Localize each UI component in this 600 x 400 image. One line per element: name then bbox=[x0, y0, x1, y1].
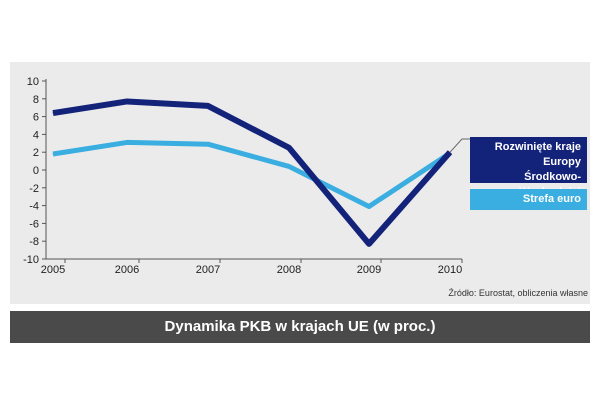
data-point bbox=[207, 143, 209, 145]
x-tick-label: 2008 bbox=[277, 264, 301, 276]
x-tick-label: 2006 bbox=[115, 264, 139, 276]
y-tick-label: 0 bbox=[33, 165, 39, 177]
chart-panel: 10 8 6 4 2 0 -2 -4 -6 -8 -10 2005 2006 2007 2008 2009 20… bbox=[10, 62, 590, 304]
data-point bbox=[126, 141, 128, 143]
y-tick-label: 4 bbox=[33, 129, 39, 141]
x-tick-label: 2010 bbox=[438, 264, 462, 276]
y-tick-label: 6 bbox=[33, 112, 39, 124]
series-line-2 bbox=[52, 139, 452, 209]
data-point bbox=[288, 147, 290, 149]
x-tick-label: 2007 bbox=[196, 264, 220, 276]
data-point bbox=[368, 243, 370, 245]
data-point bbox=[52, 112, 54, 114]
data-point bbox=[368, 205, 370, 207]
data-point bbox=[207, 105, 209, 107]
y-tick-label: -2 bbox=[29, 183, 39, 195]
data-point bbox=[52, 153, 54, 155]
y-tick-label: 2 bbox=[33, 147, 39, 159]
y-tick-label: -6 bbox=[29, 218, 39, 230]
chart-title: Dynamika PKB w krajach UE (w proc.) bbox=[10, 311, 590, 343]
legend-label-line-1: Rozwinięte kraje Europy bbox=[494, 141, 581, 168]
legend-entry-series-1: Rozwinięte kraje Europy Środkowo-Wschodn… bbox=[470, 137, 587, 198]
legend-connector bbox=[449, 138, 470, 153]
data-point bbox=[288, 165, 290, 167]
y-tick-label: -4 bbox=[29, 201, 39, 213]
y-tick-label: 8 bbox=[33, 94, 39, 106]
y-tick-label: -8 bbox=[29, 236, 39, 248]
x-tick-label: 2005 bbox=[41, 264, 65, 276]
series-line-1 bbox=[52, 98, 453, 247]
legend-label: Strefa euro bbox=[522, 193, 581, 205]
y-tick-label: 10 bbox=[27, 76, 39, 88]
y-tick-label: -10 bbox=[23, 254, 39, 266]
data-point bbox=[126, 100, 128, 102]
legend-entry-series-2: Strefa euro bbox=[470, 189, 587, 210]
source-note: Źródło: Eurostat, obliczenia własne bbox=[448, 288, 588, 298]
x-tick-label: 2009 bbox=[357, 264, 381, 276]
